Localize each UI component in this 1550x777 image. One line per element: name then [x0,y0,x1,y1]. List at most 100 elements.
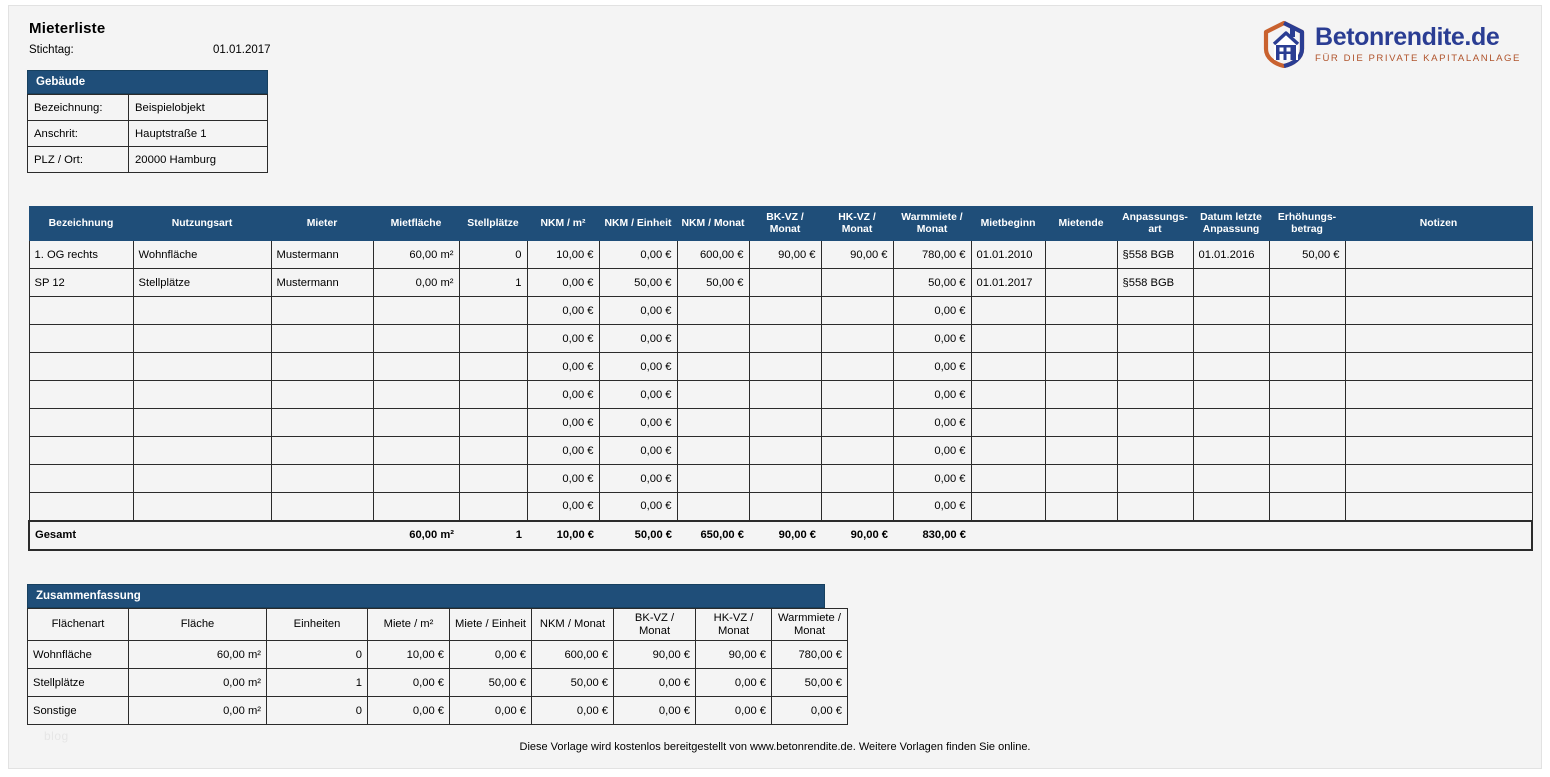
table-cell[interactable] [1268,324,1346,353]
table-cell[interactable] [1044,380,1118,409]
table-cell[interactable]: §558 BGB [1116,268,1194,297]
table-cell[interactable]: 1. OG rechts [28,240,134,269]
table-cell[interactable] [458,296,528,325]
table-cell[interactable] [1044,352,1118,381]
table-cell[interactable] [372,352,460,381]
table-cell[interactable] [458,436,528,465]
table-cell[interactable]: 50,00 € [676,268,750,297]
table-cell[interactable] [1116,408,1194,437]
gebaeude-value[interactable]: Hauptstraße 1 [128,120,268,147]
table-cell[interactable] [132,408,272,437]
table-cell[interactable] [28,380,134,409]
table-cell[interactable]: 0 [458,240,528,269]
table-cell[interactable] [372,380,460,409]
table-cell[interactable] [1044,324,1118,353]
table-cell[interactable] [132,380,272,409]
table-cell[interactable] [676,380,750,409]
table-cell[interactable] [970,492,1046,521]
table-cell[interactable]: 0,00 € [598,240,678,269]
table-cell[interactable]: 0,00 € [526,268,600,297]
table-cell[interactable]: 90,00 € [820,240,894,269]
table-cell[interactable] [1192,324,1270,353]
table-cell[interactable] [1192,408,1270,437]
table-cell[interactable] [820,408,894,437]
table-cell[interactable]: 0,00 € [526,464,600,493]
table-cell[interactable] [458,380,528,409]
table-cell[interactable]: 0,00 € [598,324,678,353]
table-cell[interactable] [372,464,460,493]
table-cell[interactable] [132,324,272,353]
table-cell[interactable] [1268,352,1346,381]
table-cell[interactable] [270,464,374,493]
table-cell[interactable] [28,408,134,437]
table-cell[interactable]: 600,00 € [676,240,750,269]
table-cell[interactable]: 0,00 € [598,380,678,409]
table-cell[interactable]: 0,00 € [892,296,972,325]
table-cell[interactable]: 0,00 € [526,492,600,521]
table-cell[interactable] [820,464,894,493]
table-cell[interactable] [1344,408,1533,437]
table-cell[interactable]: 0,00 € [526,436,600,465]
table-cell[interactable] [1192,268,1270,297]
table-cell[interactable] [1044,268,1118,297]
table-cell[interactable] [1344,296,1533,325]
table-cell[interactable]: 0,00 € [526,408,600,437]
table-cell[interactable] [1116,380,1194,409]
table-cell[interactable] [748,464,822,493]
table-cell[interactable]: 0,00 € [892,464,972,493]
table-cell[interactable]: 1 [458,268,528,297]
table-cell[interactable]: Stellplätze [132,268,272,297]
table-cell[interactable]: 0,00 € [526,324,600,353]
table-cell[interactable] [1192,380,1270,409]
table-cell[interactable] [1116,352,1194,381]
table-cell[interactable] [970,436,1046,465]
table-cell[interactable] [28,296,134,325]
table-cell[interactable] [676,324,750,353]
table-cell[interactable] [1344,380,1533,409]
table-cell[interactable] [1116,492,1194,521]
table-cell[interactable] [820,268,894,297]
gebaeude-value[interactable]: 20000 Hamburg [128,146,268,173]
table-cell[interactable] [372,492,460,521]
table-cell[interactable] [676,464,750,493]
table-cell[interactable]: 0,00 € [892,492,972,521]
table-cell[interactable] [970,380,1046,409]
table-cell[interactable] [748,296,822,325]
table-cell[interactable] [676,436,750,465]
table-cell[interactable]: 780,00 € [892,240,972,269]
table-cell[interactable] [1344,436,1533,465]
table-cell[interactable] [1268,464,1346,493]
table-cell[interactable] [748,380,822,409]
table-cell[interactable] [1044,492,1118,521]
table-cell[interactable] [970,464,1046,493]
table-cell[interactable] [1116,436,1194,465]
table-cell[interactable] [270,352,374,381]
table-cell[interactable] [970,352,1046,381]
table-cell[interactable] [458,492,528,521]
table-cell[interactable]: 0,00 € [598,408,678,437]
table-cell[interactable]: 0,00 € [892,324,972,353]
table-cell[interactable] [270,380,374,409]
table-cell[interactable] [372,436,460,465]
table-cell[interactable]: 0,00 € [892,352,972,381]
table-cell[interactable] [676,352,750,381]
table-cell[interactable] [676,492,750,521]
table-cell[interactable] [1192,352,1270,381]
table-cell[interactable] [1116,324,1194,353]
table-cell[interactable] [372,296,460,325]
table-cell[interactable] [1192,492,1270,521]
table-cell[interactable]: SP 12 [28,268,134,297]
table-cell[interactable] [270,296,374,325]
table-cell[interactable] [1192,436,1270,465]
table-cell[interactable] [748,268,822,297]
table-cell[interactable] [748,436,822,465]
table-cell[interactable] [1268,492,1346,521]
table-cell[interactable]: 0,00 € [598,352,678,381]
table-cell[interactable] [270,324,374,353]
table-cell[interactable] [1044,436,1118,465]
table-cell[interactable]: §558 BGB [1116,240,1194,269]
table-cell[interactable] [820,324,894,353]
table-cell[interactable]: Mustermann [270,268,374,297]
table-cell[interactable] [1344,324,1533,353]
gebaeude-value[interactable]: Beispielobjekt [128,94,268,121]
